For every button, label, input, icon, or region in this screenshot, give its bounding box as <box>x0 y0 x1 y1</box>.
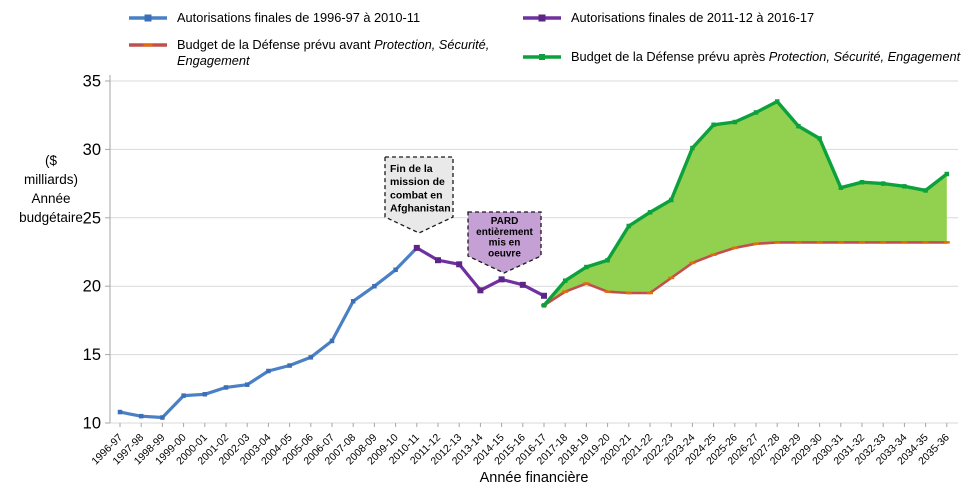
svg-text:Fin de la: Fin de la <box>390 163 433 175</box>
legend-swatch-red-line-icon <box>129 43 167 47</box>
svg-text:25: 25 <box>83 209 101 227</box>
legend-item-budget-avant-pse: Budget de la Défense prévu avant Protect… <box>128 37 490 69</box>
y-axis-title: ($ milliards) Année budgétaire <box>19 153 83 225</box>
x-axis-title: Année financière <box>479 470 589 486</box>
series-budget-avant-pse <box>541 241 950 307</box>
svg-text:PARD: PARD <box>491 216 519 227</box>
legend-label: Autorisations finales de 1996-97 à 2010-… <box>177 10 421 25</box>
legend-swatch-blue-line-icon <box>129 14 167 22</box>
legend-label: Autorisations finales de 2011-12 à 2016-… <box>571 10 815 25</box>
svg-text:mis en: mis en <box>489 238 521 249</box>
legend-item-autorisations-2011-2016: Autorisations finales de 2011-12 à 2016-… <box>522 10 814 26</box>
series-budget-apres-pse <box>541 99 950 308</box>
legend-label: Budget de la Défense prévu après Protect… <box>571 49 961 64</box>
series-autorisations-2011-2016 <box>413 244 547 299</box>
svg-text:20: 20 <box>83 278 101 296</box>
svg-text:entièrement: entièrement <box>476 227 533 238</box>
legend-swatch-green-line-icon <box>523 54 561 60</box>
svg-text:10: 10 <box>83 415 101 433</box>
legend-label: Budget de la Défense prévu avant Protect… <box>177 37 490 69</box>
legend-item-budget-apres-pse: Budget de la Défense prévu après Protect… <box>522 49 977 65</box>
svg-text:Afghanistan: Afghanistan <box>390 203 451 215</box>
legend-item-autorisations-1996-2010: Autorisations finales de 1996-97 à 2010-… <box>128 10 420 26</box>
legend-swatch-purple-line-icon <box>523 14 561 22</box>
svg-text:combat en: combat en <box>390 189 443 201</box>
svg-text:30: 30 <box>83 141 101 159</box>
x-axis: 1996-971997-981998-991999-002000-012001-… <box>89 423 952 467</box>
svg-text:35: 35 <box>83 73 101 91</box>
svg-text:mission de: mission de <box>390 176 445 188</box>
svg-text:15: 15 <box>83 346 101 364</box>
svg-text:oeuvre: oeuvre <box>488 248 521 259</box>
series-autorisations-1996-2010 <box>117 245 420 420</box>
area-apres-pse-fill <box>544 101 947 306</box>
